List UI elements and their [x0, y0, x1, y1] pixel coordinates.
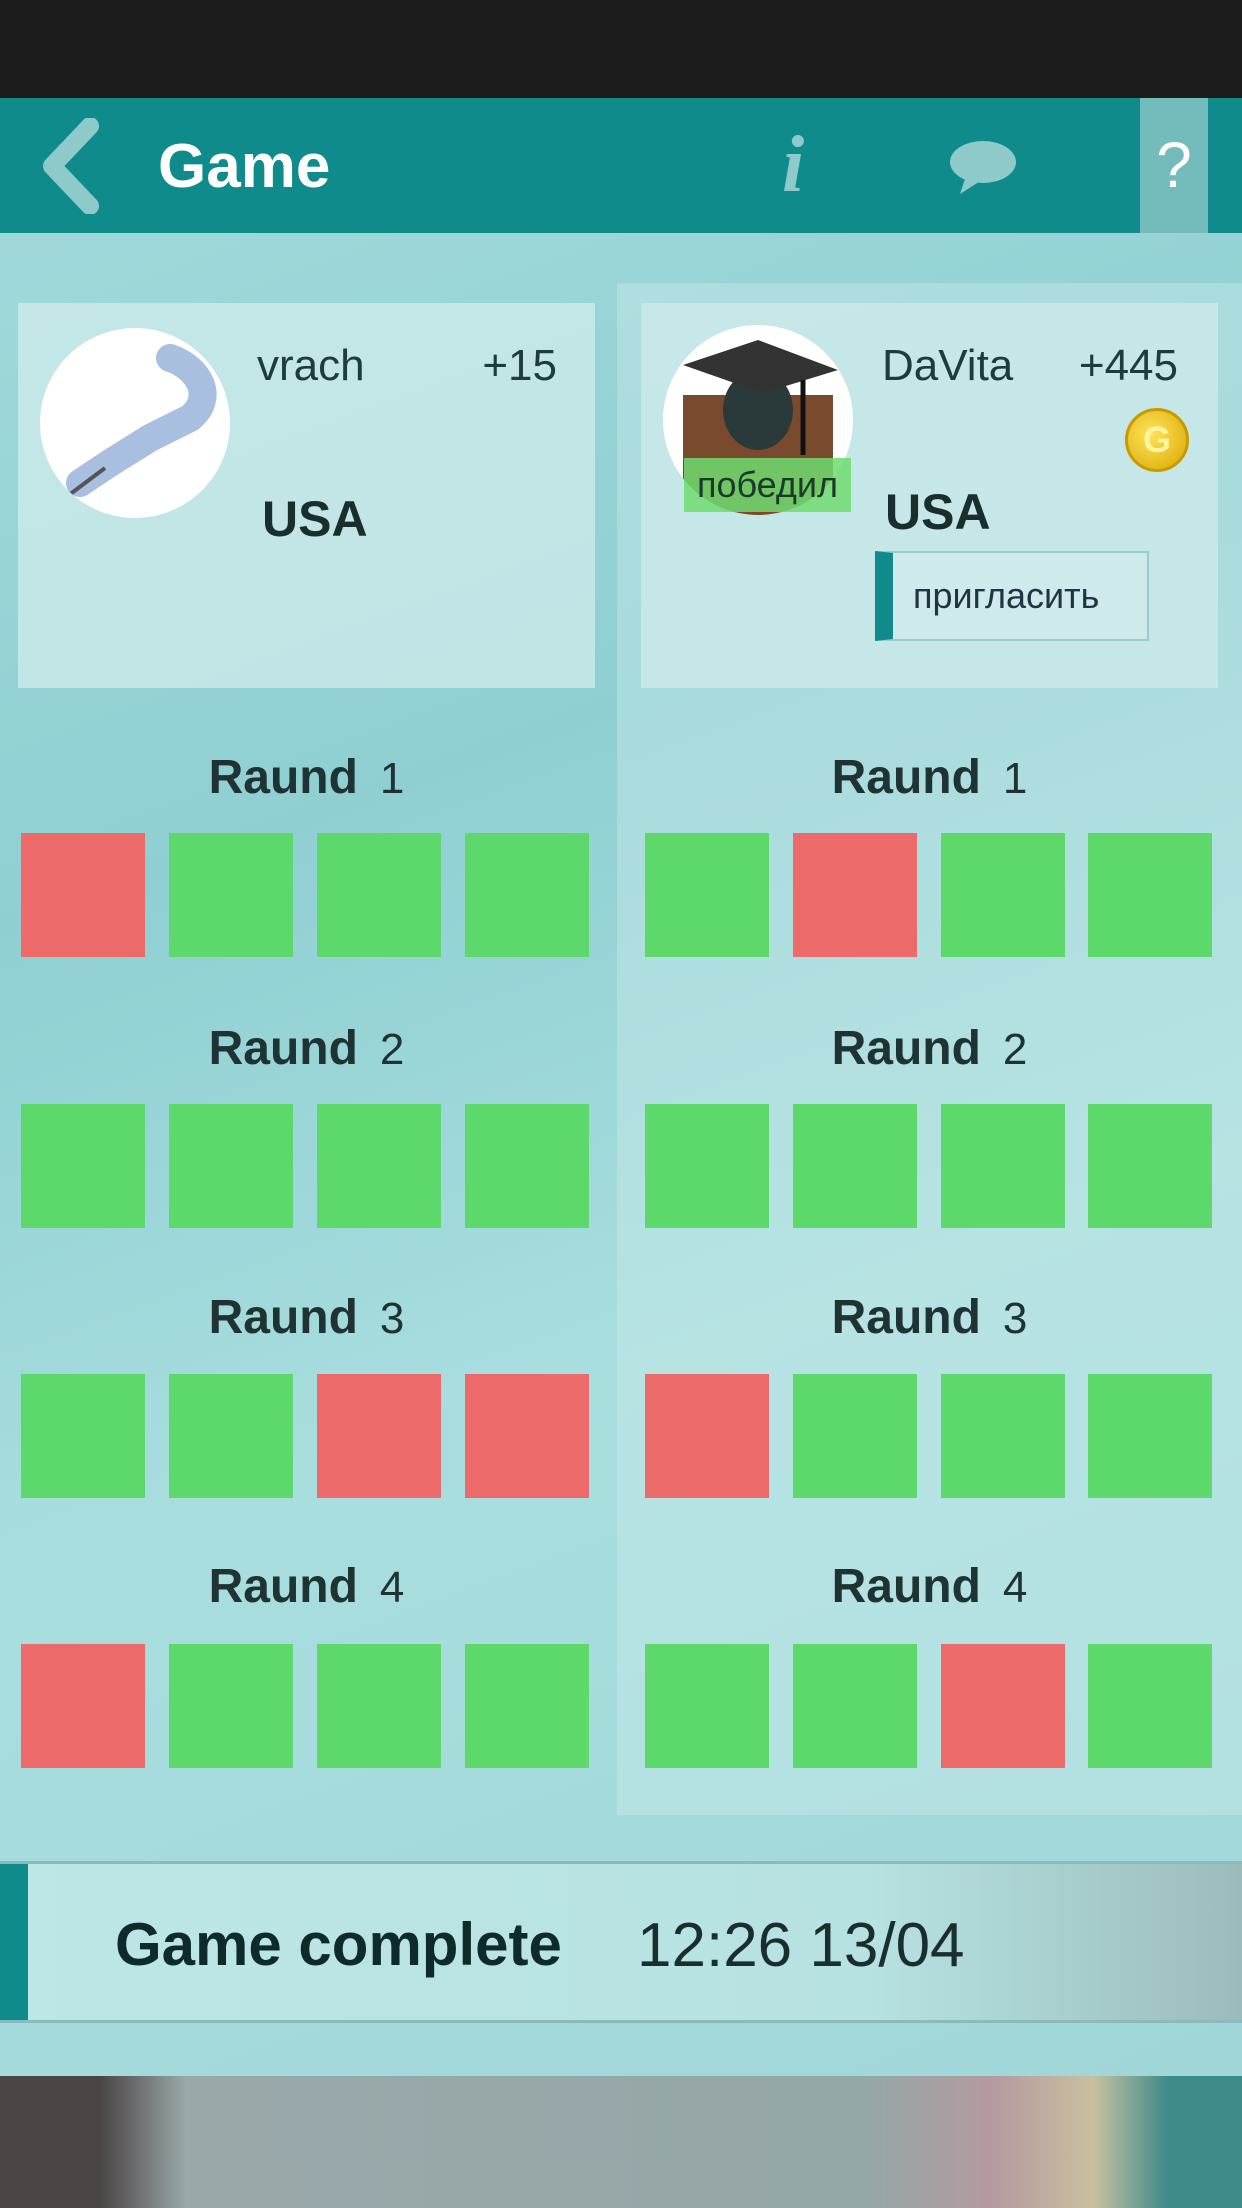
round-label-text: Raund	[831, 1560, 981, 1613]
answer-correct[interactable]	[941, 1374, 1065, 1498]
answer-wrong[interactable]	[21, 833, 145, 957]
round-number: 1	[1002, 754, 1028, 803]
answer-correct[interactable]	[941, 833, 1065, 957]
round-label-text: Raund	[208, 1560, 358, 1613]
answer-correct[interactable]	[465, 1104, 589, 1228]
chat-bubble-icon[interactable]	[948, 138, 1018, 196]
round-label-text: Raund	[831, 1022, 981, 1075]
opponent-country: USA	[885, 484, 991, 540]
winner-badge: победил	[684, 458, 851, 512]
round-number: 2	[1002, 1025, 1028, 1074]
answer-correct[interactable]	[169, 833, 293, 957]
header: Game i ?	[0, 98, 1242, 233]
back-chevron-icon[interactable]	[38, 118, 102, 214]
round-number: 2	[379, 1025, 405, 1074]
answer-correct[interactable]	[317, 1104, 441, 1228]
game-status-bar: Game complete 12:26 13/04	[0, 1861, 1242, 2023]
coin-icon: G	[1125, 408, 1189, 472]
answer-correct[interactable]	[21, 1374, 145, 1498]
round-label-text: Raund	[208, 751, 358, 804]
answer-wrong[interactable]	[21, 1644, 145, 1768]
round-number: 3	[1002, 1294, 1028, 1343]
answer-correct[interactable]	[1088, 1104, 1212, 1228]
answer-correct[interactable]	[645, 1104, 769, 1228]
answer-correct[interactable]	[317, 1644, 441, 1768]
game-status: Game complete	[115, 1911, 562, 1978]
answer-correct[interactable]	[645, 833, 769, 957]
round-number: 4	[1002, 1563, 1028, 1612]
opponent-card: победил DaVita +445 G USA пригласить	[641, 303, 1218, 688]
round-label: Raund 1	[641, 750, 1218, 805]
answer-wrong[interactable]	[465, 1374, 589, 1498]
answer-correct[interactable]	[169, 1644, 293, 1768]
avatar[interactable]	[40, 328, 230, 518]
opponent-name: DaVita	[882, 341, 1014, 390]
invite-button[interactable]: пригласить	[875, 551, 1149, 641]
round-label-text: Raund	[208, 1291, 358, 1344]
answer-correct[interactable]	[793, 1374, 917, 1498]
round-label: Raund 1	[18, 750, 595, 805]
round-label: Raund 2	[18, 1021, 595, 1076]
accent-bar	[0, 1864, 28, 2020]
round-label: Raund 3	[18, 1290, 595, 1345]
round-number: 1	[379, 754, 405, 803]
help-button[interactable]: ?	[1140, 98, 1208, 233]
answer-correct[interactable]	[1088, 1374, 1212, 1498]
answer-correct[interactable]	[317, 833, 441, 957]
status-bar	[0, 0, 1242, 98]
player-name: vrach	[257, 341, 365, 390]
round-number: 4	[379, 1563, 405, 1612]
answer-wrong[interactable]	[317, 1374, 441, 1498]
answer-correct[interactable]	[21, 1104, 145, 1228]
round-label-text: Raund	[831, 751, 981, 804]
answer-correct[interactable]	[1088, 833, 1212, 957]
round-label: Raund 3	[641, 1290, 1218, 1345]
round-label: Raund 2	[641, 1021, 1218, 1076]
answer-wrong[interactable]	[645, 1374, 769, 1498]
answer-correct[interactable]	[645, 1644, 769, 1768]
player-country: USA	[262, 491, 368, 547]
game-datetime: 12:26 13/04	[637, 1911, 965, 1980]
answer-wrong[interactable]	[793, 833, 917, 957]
background-strip	[0, 2076, 1242, 2208]
player-score: +15	[482, 341, 557, 390]
answer-correct[interactable]	[169, 1104, 293, 1228]
info-icon[interactable]: i	[782, 121, 805, 209]
round-label: Raund 4	[18, 1559, 595, 1614]
round-number: 3	[379, 1294, 405, 1343]
round-label-text: Raund	[831, 1291, 981, 1344]
round-label: Raund 4	[641, 1559, 1218, 1614]
round-label-text: Raund	[208, 1022, 358, 1075]
answer-correct[interactable]	[1088, 1644, 1212, 1768]
player-card: vrach +15 USA	[18, 303, 595, 688]
opponent-score: +445	[1078, 341, 1178, 390]
answer-correct[interactable]	[793, 1644, 917, 1768]
answer-correct[interactable]	[465, 1644, 589, 1768]
page-title: Game	[158, 132, 331, 201]
answer-correct[interactable]	[793, 1104, 917, 1228]
answer-correct[interactable]	[169, 1374, 293, 1498]
answer-correct[interactable]	[465, 833, 589, 957]
answer-correct[interactable]	[941, 1104, 1065, 1228]
answer-wrong[interactable]	[941, 1644, 1065, 1768]
